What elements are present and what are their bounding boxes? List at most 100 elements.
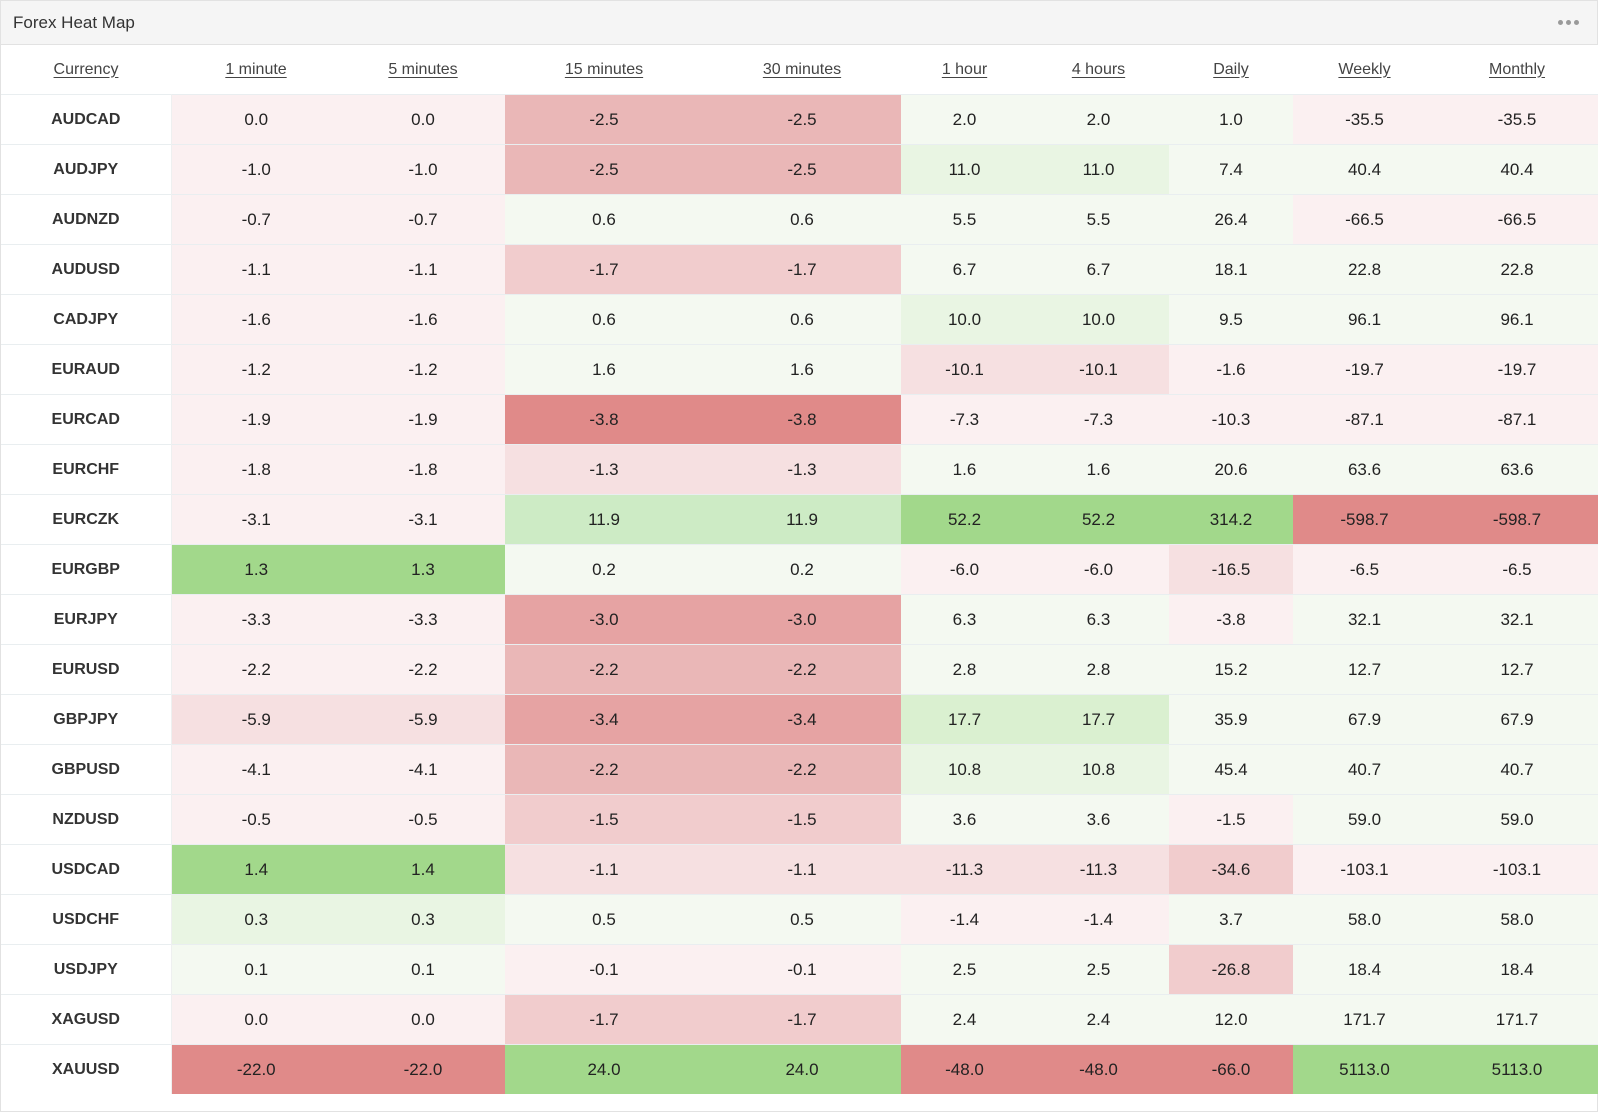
heat-value-cell: 171.7 [1293, 994, 1436, 1045]
heat-value-cell: -19.7 [1436, 344, 1598, 395]
heat-value-cell: 11.0 [1028, 144, 1169, 195]
table-row: AUDCAD 0.0 0.0 -2.5 -2.5 2.0 2.0 1.0 -35.5 -35.5 [1, 94, 1598, 145]
column-header-30-minutes[interactable]: 30 minutes [703, 45, 901, 95]
heat-value-cell: -3.4 [703, 694, 901, 745]
heat-value-cell: 10.8 [1028, 744, 1169, 795]
heat-value-cell: 59.0 [1436, 794, 1598, 845]
heat-value-cell: -1.5 [1169, 794, 1293, 845]
heat-value-cell: -0.1 [505, 944, 703, 995]
header-row: Currency 1 minute 5 minutes 15 minutes 3… [1, 45, 1598, 95]
heat-value-cell: -1.4 [1028, 894, 1169, 945]
table-row: GBPUSD -4.1 -4.1 -2.2 -2.2 10.8 10.8 45.4 40.7 40… [1, 744, 1598, 795]
heat-value-cell: 63.6 [1436, 444, 1598, 495]
heat-value-cell: -0.5 [341, 794, 505, 845]
heat-value-cell: 2.8 [1028, 644, 1169, 695]
widget-title: Forex Heat Map [13, 12, 135, 32]
heat-value-cell: -7.3 [1028, 394, 1169, 445]
heat-value-cell: 2.4 [1028, 994, 1169, 1045]
heat-value-cell: 0.6 [505, 194, 703, 245]
heat-value-cell: 1.3 [341, 544, 505, 595]
table-row: EURGBP 1.3 1.3 0.2 0.2 -6.0 -6.0 -16.5 -6.5 -6.5 [1, 544, 1598, 595]
table-row: EURJPY -3.3 -3.3 -3.0 -3.0 6.3 6.3 -3.8 32.1 32.1 [1, 594, 1598, 645]
heat-value-cell: 10.8 [901, 744, 1028, 795]
column-header-weekly[interactable]: Weekly [1293, 45, 1436, 95]
heat-value-cell: -1.5 [505, 794, 703, 845]
heat-value-cell: -19.7 [1293, 344, 1436, 395]
heat-value-cell: 45.4 [1169, 744, 1293, 795]
heat-value-cell: -1.2 [171, 344, 341, 395]
heat-value-cell: 59.0 [1293, 794, 1436, 845]
currency-pair-cell: AUDJPY [1, 144, 172, 195]
table-row: EURUSD -2.2 -2.2 -2.2 -2.2 2.8 2.8 15.2 12.7 12.7 [1, 644, 1598, 695]
currency-pair-cell: XAUUSD [1, 1044, 172, 1094]
currency-pair-cell: USDJPY [1, 944, 172, 995]
heat-value-cell: -1.6 [341, 294, 505, 345]
heat-value-cell: 24.0 [703, 1044, 901, 1094]
currency-pair-cell: EURCZK [1, 494, 172, 545]
column-header-4-hours[interactable]: 4 hours [1028, 45, 1169, 95]
table-row: USDCHF 0.3 0.3 0.5 0.5 -1.4 -1.4 3.7 58.0 58.0 [1, 894, 1598, 945]
heat-value-cell: -6.0 [901, 544, 1028, 595]
table-body: AUDCAD 0.0 0.0 -2.5 -2.5 2.0 2.0 1.0 -35.5 -35.5 A… [1, 94, 1598, 1094]
column-header-5-minutes[interactable]: 5 minutes [341, 45, 505, 95]
heat-value-cell: 0.0 [171, 994, 341, 1045]
heat-value-cell: 3.7 [1169, 894, 1293, 945]
more-horizontal-icon[interactable] [1552, 14, 1585, 31]
heat-value-cell: 5113.0 [1436, 1044, 1598, 1094]
heat-value-cell: -1.7 [703, 994, 901, 1045]
heat-value-cell: 17.7 [1028, 694, 1169, 745]
table-row: AUDUSD -1.1 -1.1 -1.7 -1.7 6.7 6.7 18.1 22.8 22.8 [1, 244, 1598, 295]
heat-value-cell: -7.3 [901, 394, 1028, 445]
heat-value-cell: 0.6 [703, 194, 901, 245]
heat-value-cell: -3.3 [171, 594, 341, 645]
heat-value-cell: -22.0 [341, 1044, 505, 1094]
table-row: CADJPY -1.6 -1.6 0.6 0.6 10.0 10.0 9.5 96.1 96.1 [1, 294, 1598, 345]
heat-value-cell: -3.8 [703, 394, 901, 445]
heat-value-cell: -2.5 [505, 144, 703, 195]
heat-value-cell: 12.7 [1293, 644, 1436, 695]
heat-value-cell: 0.1 [341, 944, 505, 995]
heat-value-cell: -1.7 [505, 994, 703, 1045]
column-header-monthly[interactable]: Monthly [1436, 45, 1598, 95]
heat-value-cell: -103.1 [1436, 844, 1598, 895]
currency-pair-cell: EURGBP [1, 544, 172, 595]
heat-value-cell: -87.1 [1293, 394, 1436, 445]
heat-value-cell: 5.5 [1028, 194, 1169, 245]
heat-value-cell: 0.3 [341, 894, 505, 945]
heat-value-cell: 26.4 [1169, 194, 1293, 245]
heat-value-cell: -2.2 [341, 644, 505, 695]
heat-value-cell: 11.9 [505, 494, 703, 545]
currency-pair-cell: GBPJPY [1, 694, 172, 745]
column-header-1-hour[interactable]: 1 hour [901, 45, 1028, 95]
heat-value-cell: 11.9 [703, 494, 901, 545]
column-header-currency[interactable]: Currency [1, 45, 171, 95]
heat-value-cell: 6.3 [1028, 594, 1169, 645]
heat-value-cell: 1.6 [505, 344, 703, 395]
table-row: EURCZK -3.1 -3.1 11.9 11.9 52.2 52.2 314.2 -598.… [1, 494, 1598, 545]
table-row: XAUUSD -22.0 -22.0 24.0 24.0 -48.0 -48.0 -66.0 5… [1, 1044, 1598, 1094]
heat-value-cell: -3.1 [341, 494, 505, 545]
heat-map-table: Currency 1 minute 5 minutes 15 minutes 3… [1, 45, 1598, 1094]
heat-value-cell: -1.6 [171, 294, 341, 345]
currency-pair-cell: NZDUSD [1, 794, 172, 845]
heat-value-cell: 15.2 [1169, 644, 1293, 695]
heat-value-cell: 67.9 [1293, 694, 1436, 745]
heat-value-cell: -0.1 [703, 944, 901, 995]
column-header-daily[interactable]: Daily [1169, 45, 1293, 95]
heat-value-cell: -1.1 [505, 844, 703, 895]
heat-value-cell: 24.0 [505, 1044, 703, 1094]
column-header-15-minutes[interactable]: 15 minutes [505, 45, 703, 95]
heat-value-cell: 32.1 [1293, 594, 1436, 645]
currency-pair-cell: USDCAD [1, 844, 172, 895]
heat-value-cell: -1.3 [703, 444, 901, 495]
heat-value-cell: 2.0 [901, 94, 1028, 145]
heat-value-cell: -1.9 [341, 394, 505, 445]
heat-value-cell: -48.0 [901, 1044, 1028, 1094]
heat-value-cell: 40.4 [1293, 144, 1436, 195]
heat-value-cell: 18.1 [1169, 244, 1293, 295]
heat-value-cell: -6.0 [1028, 544, 1169, 595]
heat-value-cell: -1.5 [703, 794, 901, 845]
column-header-1-minute[interactable]: 1 minute [171, 45, 341, 95]
heat-value-cell: -66.5 [1436, 194, 1598, 245]
